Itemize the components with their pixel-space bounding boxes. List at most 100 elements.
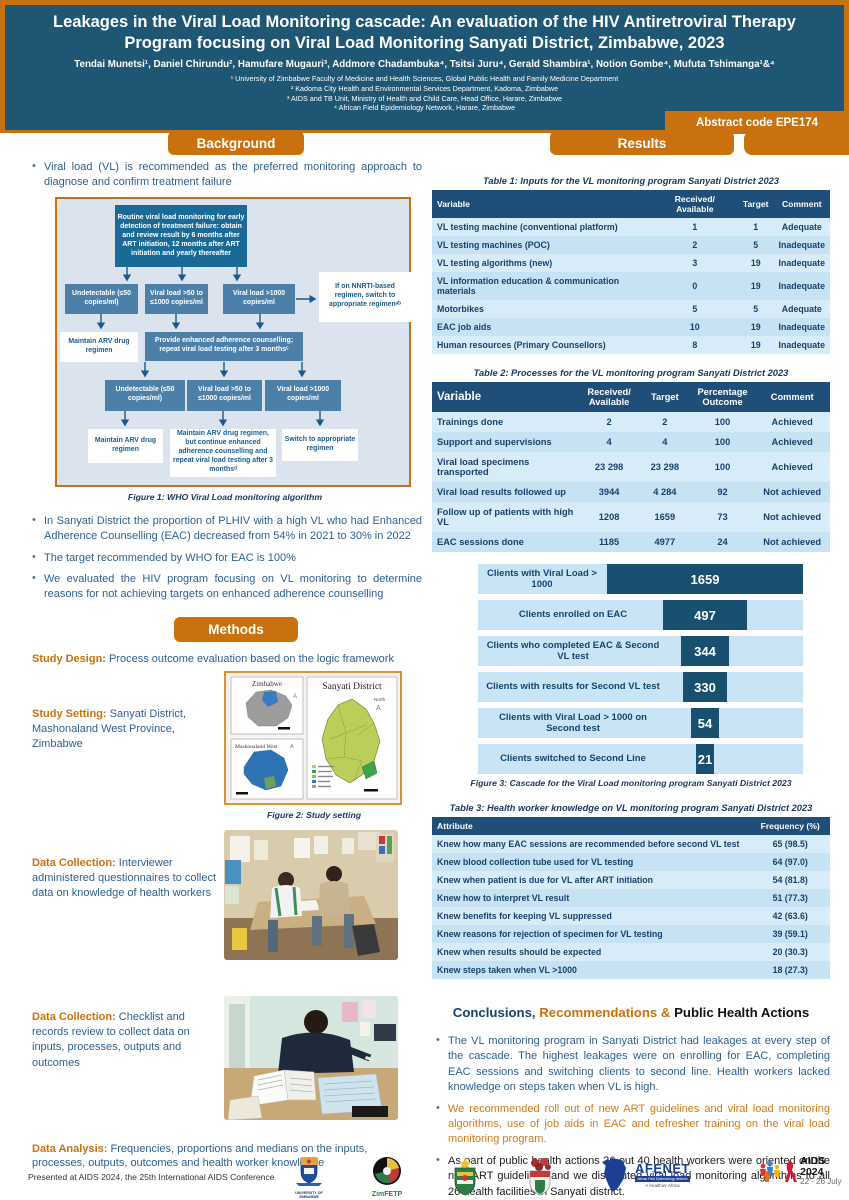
cascade-row: Clients enrolled on EAC 497 xyxy=(478,600,803,630)
flow-node-outcome-maintain: Maintain ARV drug regimen xyxy=(88,428,163,463)
section-tab-results: Results xyxy=(550,131,734,155)
cascade-row: Clients with Viral Load > 1000 on Second… xyxy=(478,708,803,738)
table-row: VL testing machines (POC) 2 5 Inadequate xyxy=(432,236,830,254)
left-column: • Viral load (VL) is recommended as the … xyxy=(28,160,422,1175)
flow-node-vl-50-1000-2: Viral load >50 to ≤1000 copies/ml xyxy=(187,379,262,411)
table-row: Knew reasons for rejection of specimen f… xyxy=(432,925,830,943)
study-setting-map: Zimbabwe A Mashonaland West A xyxy=(226,672,400,803)
study-setting-text: Study Setting: Sanyati District, Mashona… xyxy=(32,707,187,751)
figure2-map: Zimbabwe A Mashonaland West A xyxy=(224,670,402,805)
flow-node-eac: Provide enhanced adherence counselling; … xyxy=(145,331,303,361)
table3-header-row: Attribute Frequency (%) xyxy=(432,817,830,835)
data-collection1-label: Data Collection: xyxy=(32,856,116,869)
table2-processes: Variable Received/ Available Target Perc… xyxy=(432,382,830,552)
cascade-bar: 21 xyxy=(696,744,714,774)
aids2024-logo: AIDS 2024 22 - 26 July xyxy=(758,1156,848,1186)
bullet-dot: • xyxy=(32,513,36,526)
affiliation-2: ² Kadoma City Health and Environmental S… xyxy=(290,83,559,93)
background-bullet-1: • In Sanyati District the proportion of … xyxy=(32,514,422,545)
table-row: Knew when results should be expected 20 (… xyxy=(432,943,830,961)
map-label-sanyati: Sanyati District xyxy=(322,682,382,692)
table2-title: Table 2: Processes for the VL monitoring… xyxy=(473,368,789,378)
table2-header-row: Variable Received/ Available Target Perc… xyxy=(432,382,830,412)
conclusions-heading: Conclusions, Recommendations & Public He… xyxy=(452,1005,810,1020)
table-row: Motorbikes 5 5 Adequate xyxy=(432,300,830,318)
table-row: VL information education & communication… xyxy=(432,272,830,300)
cascade-row: Clients switched to Second Line 21 xyxy=(478,744,803,774)
bullet-dot: • xyxy=(32,160,36,172)
cascade-bar: 330 xyxy=(683,672,727,702)
flow-node-undetectable-2: Undetectable (≤50 copies/ml) xyxy=(105,379,185,411)
section-tab-partial xyxy=(744,131,849,155)
flow-node-vl-50-1000: Viral load >50 to ≤1000 copies/ml xyxy=(145,283,208,314)
header-banner: Leakages in the Viral Load Monitoring ca… xyxy=(0,0,849,133)
background-intro-bullet: • Viral load (VL) is recommended as the … xyxy=(32,160,422,191)
flowchart-arrows xyxy=(96,266,325,427)
table-row: Trainings done 2 2 100 Achieved xyxy=(432,412,830,432)
table-row: Knew how many EAC sessions are recommend… xyxy=(432,835,830,853)
cascade-bar: 1659 xyxy=(607,564,803,594)
bullet-dot: • xyxy=(32,571,36,584)
svg-text:A: A xyxy=(376,705,381,712)
table1-header-row: Variable Received/ Available Target Comm… xyxy=(432,190,830,218)
table-row: Follow up of patients with high VL 1208 16… xyxy=(432,502,830,532)
cascade-row: Clients with results for Second VL test … xyxy=(478,672,803,702)
map-label-zimbabwe: Zimbabwe xyxy=(252,680,282,688)
data-collection2-text: Data Collection: Checklist and records r… xyxy=(32,1010,190,1069)
affiliation-1: ¹ University of Zimbabwe Faculty of Medi… xyxy=(230,74,619,84)
conclusion-bullet-1: • The VL monitoring program in Sanyati D… xyxy=(436,1034,830,1096)
bullet-dot: • xyxy=(436,1153,440,1166)
flow-node-vl-gt-1000: Viral load >1000 copies/ml xyxy=(223,283,295,314)
figure1-caption: Figure 1: WHO Viral Load monitoring algo… xyxy=(127,491,323,502)
flow-node-outcome-switch: Switch to appropriate regimen xyxy=(282,428,358,461)
svg-text:A: A xyxy=(290,744,294,750)
table1-title: Table 1: Inputs for the VL monitoring pr… xyxy=(482,176,779,186)
uz-logo: UNIVERSITY OF ZIMBABWE xyxy=(286,1156,332,1199)
presented-at-text: Presented at AIDS 2024, the 25th Interna… xyxy=(28,1172,275,1182)
bullet-dot: • xyxy=(32,550,36,563)
svg-text:A: A xyxy=(293,694,297,700)
abstract-code-badge: Abstract code EPE174 xyxy=(665,111,849,134)
table-row: Viral load specimens transported 23 298 23… xyxy=(432,452,830,482)
data-collection1-text: Data Collection: Interviewer administere… xyxy=(32,856,217,900)
table-row: Viral load results followed up 3944 4 284 9… xyxy=(432,482,830,502)
map-label-north: North xyxy=(374,697,386,702)
study-design-label: Study Design: xyxy=(32,652,106,665)
flow-node-vl-gt-1000-2: Viral load >1000 copies/ml xyxy=(265,379,341,411)
data-analysis-label: Data Analysis: xyxy=(32,1142,108,1155)
table-row: VL testing machine (conventional platfor… xyxy=(432,218,830,236)
affiliation-3: ³ AIDS and TB Unit, Ministry of Health a… xyxy=(287,93,562,103)
map-legend xyxy=(312,764,334,788)
study-design-line: Study Design: Process outcome evaluation… xyxy=(32,652,394,665)
photo-records-review xyxy=(224,995,398,1120)
flow-node-nnrti: If on NNRTI-based regimen, switch to app… xyxy=(319,271,411,322)
table3-knowledge: Attribute Frequency (%) Knew how many EA… xyxy=(432,817,830,979)
cascade-row: Clients with Viral Load > 1000 1659 xyxy=(478,564,803,594)
cascade-bar: 54 xyxy=(691,708,719,738)
data-analysis-line: Data Analysis: Frequencies, proportions … xyxy=(32,1142,368,1170)
flow-node-outcome-continue-eac: Maintain ARV drug regimen, but continue … xyxy=(170,428,276,477)
section-tab-methods: Methods xyxy=(174,616,298,642)
authors-line: Tendai Munetsi¹, Daniel Chirundu², Hamuf… xyxy=(74,59,775,71)
red-ribbon-icon xyxy=(785,1160,798,1182)
section-tab-background: Background xyxy=(168,131,304,155)
right-column: Table 1: Inputs for the VL monitoring pr… xyxy=(432,160,830,1200)
table-row: EAC sessions done 1185 4977 24 Not achieved xyxy=(432,532,830,552)
table-row: Human resources (Primary Counsellors) 8 19… xyxy=(432,336,830,354)
affiliation-4: ⁴ African Field Epidemiology Network, Ha… xyxy=(333,103,516,113)
table1-inputs: Variable Received/ Available Target Comm… xyxy=(432,190,830,354)
figure3-cascade-chart: Clients with Viral Load > 1000 1659 Clie… xyxy=(478,564,803,774)
background-bullet-3: • We evaluated the HIV program focusing … xyxy=(32,572,422,603)
table3-title: Table 3: Health worker knowledge on VL m… xyxy=(449,803,813,813)
moh-crest-logo xyxy=(448,1156,482,1200)
bullet-dot: • xyxy=(436,1101,440,1114)
table-row: Knew when patient is due for VL after AR… xyxy=(432,871,830,889)
flow-node-root: Routine viral load monitoring for early … xyxy=(115,204,247,267)
figure3-caption: Figure 3: Cascade for the Viral Load mon… xyxy=(470,778,792,788)
recommendation-bullet: • We recommended roll out of new ART gui… xyxy=(436,1102,830,1148)
figure1-flowchart: Routine viral load monitoring for early … xyxy=(55,196,411,487)
table-row: EAC job aids 10 19 Inadequate xyxy=(432,318,830,336)
bullet-dot: • xyxy=(436,1034,440,1046)
table-row: Knew benefits for keeping VL suppressed 4… xyxy=(432,907,830,925)
